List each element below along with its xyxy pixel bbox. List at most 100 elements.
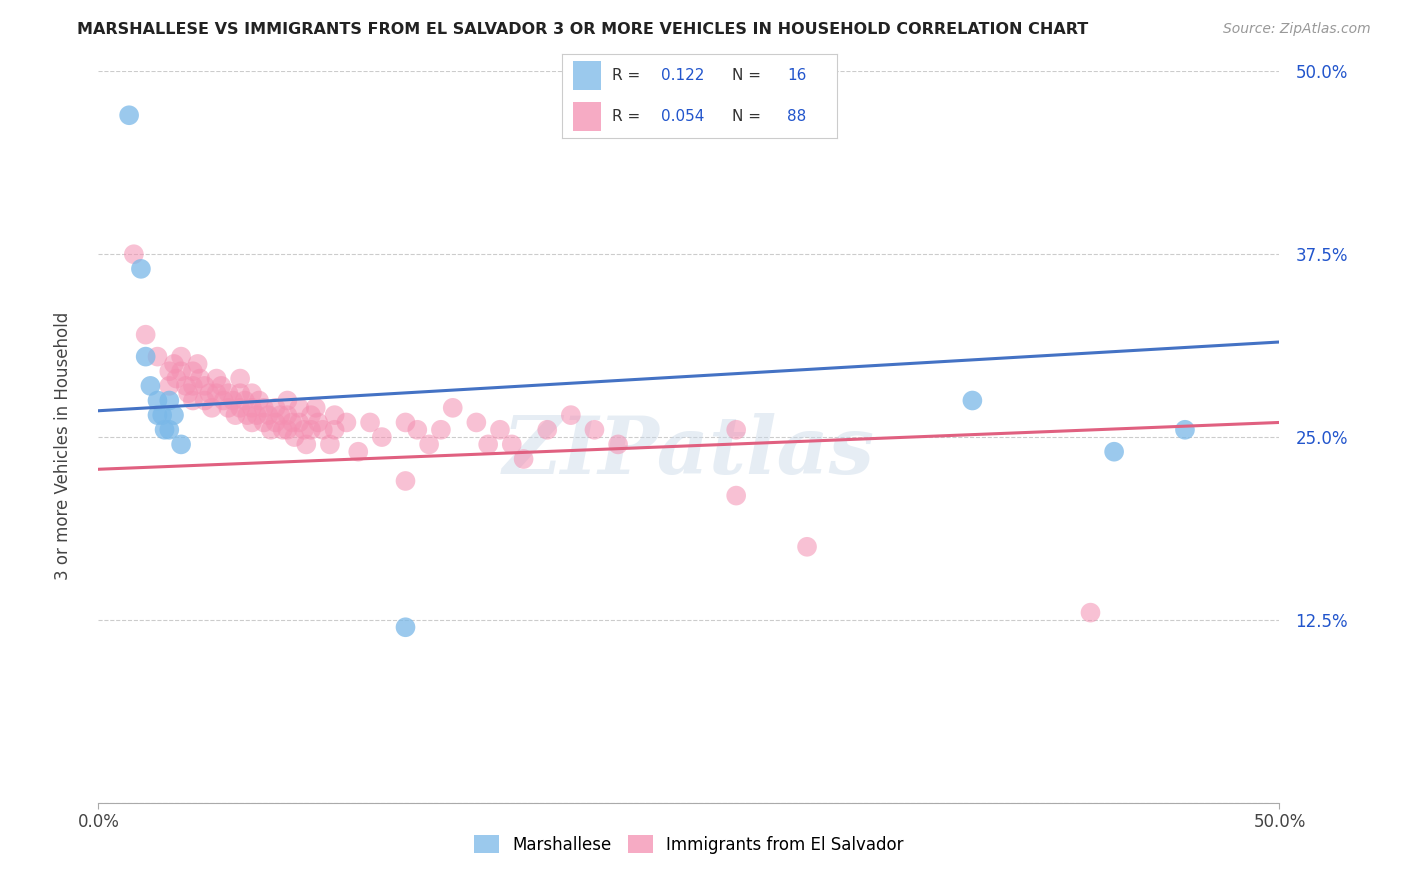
Point xyxy=(264,416,287,430)
Point xyxy=(122,247,145,261)
Text: R =: R = xyxy=(612,68,645,83)
Point xyxy=(962,393,984,408)
Point xyxy=(240,401,263,415)
Point xyxy=(181,364,204,378)
Point xyxy=(276,423,298,437)
Point xyxy=(194,379,217,393)
Point xyxy=(359,416,381,430)
Point xyxy=(146,408,169,422)
Point xyxy=(205,371,228,385)
Point xyxy=(163,357,186,371)
Point xyxy=(163,408,186,422)
Point xyxy=(118,108,141,122)
Text: 0.122: 0.122 xyxy=(661,68,704,83)
Point xyxy=(240,416,263,430)
Point xyxy=(269,408,291,422)
Point xyxy=(201,401,224,415)
Point xyxy=(560,408,582,422)
Point xyxy=(170,437,193,451)
Point xyxy=(205,386,228,401)
Point xyxy=(153,423,176,437)
Point xyxy=(170,350,193,364)
Text: Source: ZipAtlas.com: Source: ZipAtlas.com xyxy=(1223,22,1371,37)
Point xyxy=(725,423,748,437)
Point xyxy=(229,401,252,415)
Text: N =: N = xyxy=(733,109,766,124)
Point xyxy=(135,350,157,364)
Point xyxy=(253,401,276,415)
Point xyxy=(305,401,328,415)
Point xyxy=(246,408,269,422)
Point xyxy=(501,437,523,451)
Point xyxy=(276,393,298,408)
Point xyxy=(150,408,173,422)
Point xyxy=(212,393,235,408)
Point xyxy=(283,430,305,444)
Point xyxy=(323,408,346,422)
Point xyxy=(441,401,464,415)
Point xyxy=(477,437,499,451)
Point xyxy=(307,416,329,430)
Point xyxy=(536,423,558,437)
Point xyxy=(394,620,416,634)
Point xyxy=(181,393,204,408)
Point xyxy=(281,416,304,430)
Point xyxy=(188,371,211,385)
Point xyxy=(247,393,270,408)
Point xyxy=(292,423,315,437)
Point xyxy=(583,423,606,437)
Text: 16: 16 xyxy=(787,68,807,83)
Point xyxy=(257,408,280,422)
Point xyxy=(288,416,311,430)
Point xyxy=(240,386,263,401)
Point xyxy=(312,423,335,437)
Point xyxy=(139,379,162,393)
Text: 88: 88 xyxy=(787,109,807,124)
Bar xyxy=(574,62,600,90)
Legend: Marshallese, Immigrants from El Salvador: Marshallese, Immigrants from El Salvador xyxy=(467,829,911,860)
Point xyxy=(253,416,276,430)
Point xyxy=(335,416,357,430)
Text: R =: R = xyxy=(612,109,645,124)
Point xyxy=(222,393,245,408)
Bar xyxy=(574,102,600,130)
Point xyxy=(1174,423,1197,437)
Point xyxy=(371,430,394,444)
Point xyxy=(394,416,416,430)
Point xyxy=(174,379,197,393)
Point xyxy=(229,386,252,401)
Point xyxy=(319,437,342,451)
Point xyxy=(217,386,239,401)
Point xyxy=(796,540,818,554)
Point xyxy=(1102,444,1125,458)
Point xyxy=(157,423,180,437)
Point xyxy=(264,401,287,415)
Point xyxy=(194,393,217,408)
Point xyxy=(217,401,239,415)
Point xyxy=(209,379,232,393)
Point xyxy=(295,437,318,451)
Point xyxy=(229,371,252,385)
Point xyxy=(146,393,169,408)
Point xyxy=(512,452,534,467)
Text: 0.054: 0.054 xyxy=(661,109,704,124)
Point xyxy=(177,386,200,401)
Point xyxy=(299,408,322,422)
Point xyxy=(1080,606,1102,620)
Point xyxy=(146,350,169,364)
Point xyxy=(288,401,311,415)
Point xyxy=(181,379,204,393)
Text: MARSHALLESE VS IMMIGRANTS FROM EL SALVADOR 3 OR MORE VEHICLES IN HOUSEHOLD CORRE: MARSHALLESE VS IMMIGRANTS FROM EL SALVAD… xyxy=(77,22,1088,37)
Point xyxy=(418,437,440,451)
Point xyxy=(347,444,370,458)
Text: ZIPatlas: ZIPatlas xyxy=(503,413,875,491)
Point xyxy=(406,423,429,437)
Point xyxy=(198,386,221,401)
Text: 3 or more Vehicles in Household: 3 or more Vehicles in Household xyxy=(55,312,72,580)
Point xyxy=(157,379,180,393)
Point xyxy=(170,364,193,378)
Point xyxy=(236,408,259,422)
Point xyxy=(323,423,346,437)
Point xyxy=(224,408,246,422)
Point xyxy=(725,489,748,503)
